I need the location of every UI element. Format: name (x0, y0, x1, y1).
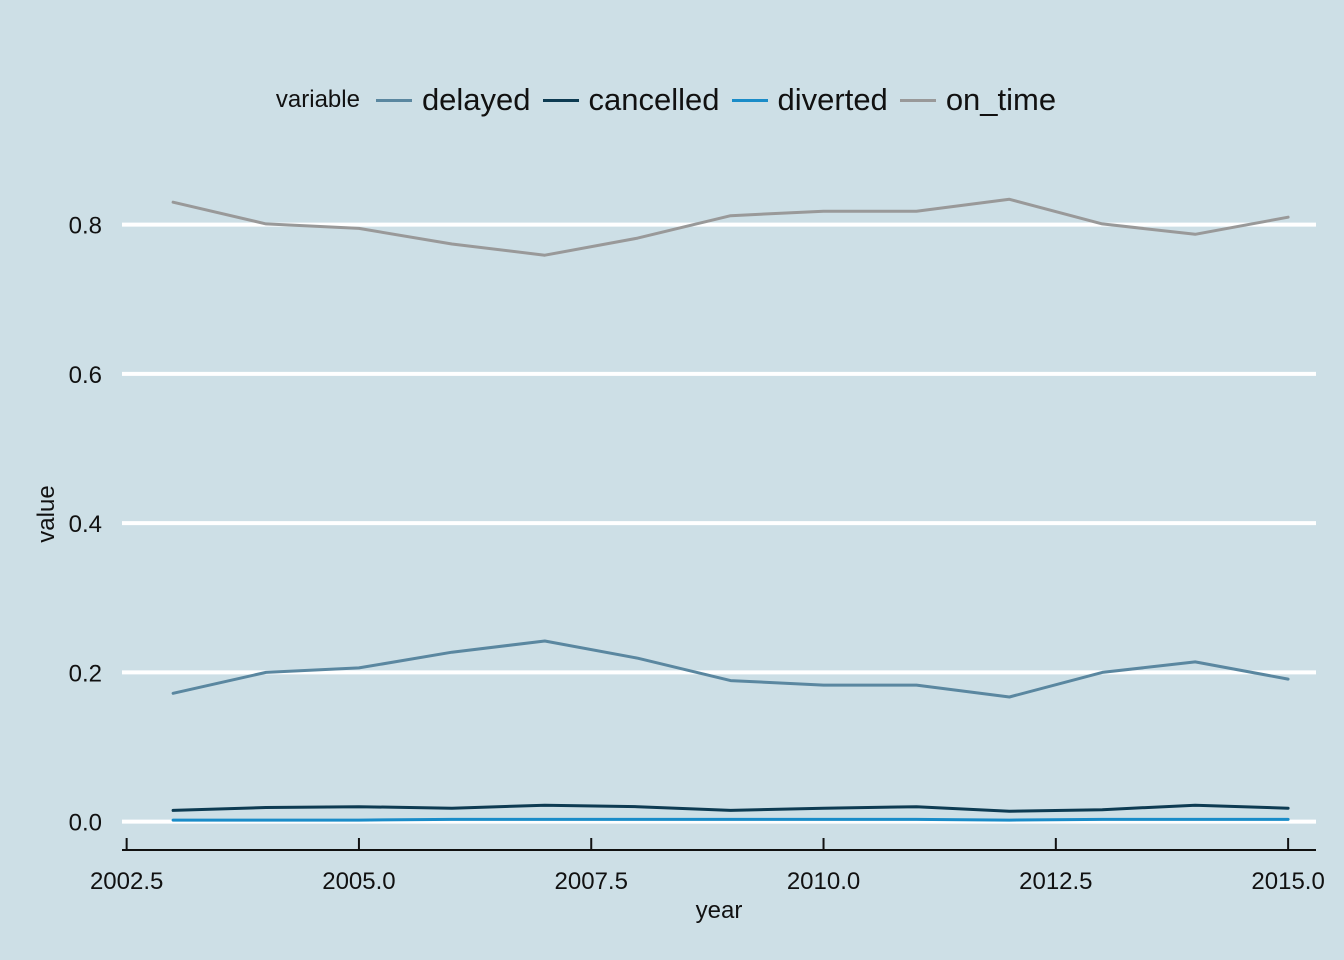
legend-label-diverted: diverted (777, 82, 888, 117)
x-axis-title: year (696, 897, 743, 924)
series-line-delayed (171, 639, 1290, 699)
series-line-diverted (171, 817, 1290, 822)
grid-layer (122, 222, 1316, 824)
series-layer (171, 197, 1290, 822)
x-tick-label: 2012.5 (1019, 868, 1092, 895)
legend: variable delayed cancelled diverted on_t… (0, 82, 1344, 118)
y-tick-label: 0.8 (69, 213, 102, 240)
legend-key-diverted (731, 98, 768, 102)
legend-label-on-time: on_time (945, 82, 1057, 117)
x-tick-label: 2015.0 (1251, 868, 1324, 895)
x-tick-label: 2007.5 (555, 868, 628, 895)
legend-label-delayed: delayed (421, 82, 531, 117)
legend-key-delayed (375, 98, 412, 102)
series-line-on-time (171, 197, 1290, 257)
y-tick-label: 0.4 (69, 511, 102, 538)
legend-item-cancelled: cancelled (542, 82, 720, 118)
legend-item-diverted: diverted (731, 82, 888, 118)
x-tick-label: 2002.5 (90, 868, 163, 895)
legend-label-cancelled: cancelled (588, 82, 720, 117)
y-axis-title: value (33, 485, 60, 542)
legend-item-delayed: delayed (375, 82, 531, 118)
series-line-cancelled (171, 803, 1290, 813)
y-tick-label: 0.2 (69, 660, 102, 687)
x-tick-label: 2005.0 (322, 868, 395, 895)
y-tick-label: 0.6 (69, 362, 102, 389)
x-tick-label: 2010.0 (787, 868, 860, 895)
legend-item-on-time: on_time (899, 82, 1057, 118)
y-tick-label: 0.0 (69, 810, 102, 837)
legend-key-cancelled (542, 98, 579, 102)
legend-title: variable (275, 86, 360, 113)
axis-layer: 0.0 0.2 0.4 0.6 0.8 2002.5 2005.0 2007.5 2010.0 2… (69, 213, 1325, 895)
legend-key-on-time (899, 98, 936, 102)
